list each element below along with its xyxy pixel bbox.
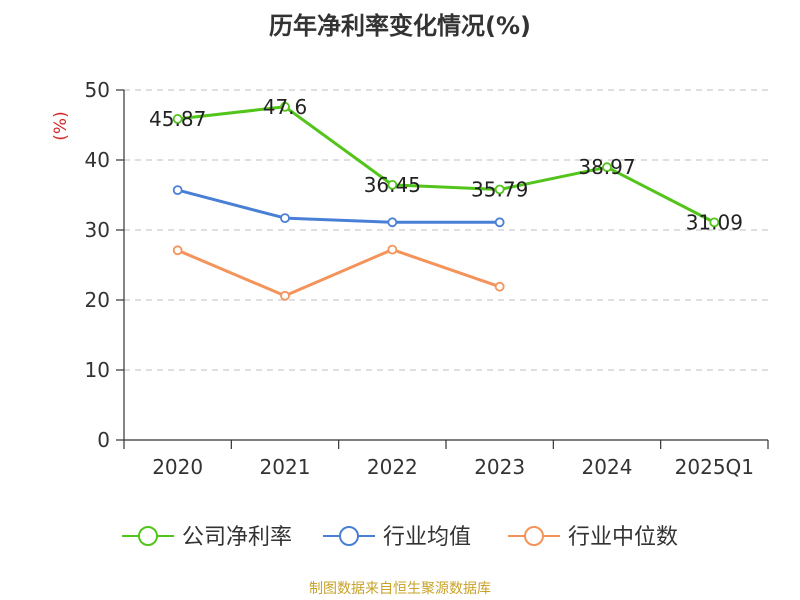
x-tick-label: 2021 <box>260 455 311 479</box>
legend-label: 公司净利率 <box>182 525 292 550</box>
y-tick-labels: 0 10 20 30 40 50 <box>85 78 110 452</box>
series-line <box>177 248 501 298</box>
legend: 公司净利率 行业均值 行业中位数 <box>122 525 678 550</box>
y-tick-label: 20 <box>85 288 110 312</box>
data-point <box>172 245 183 256</box>
data-label: 35.79 <box>471 177 528 201</box>
series-line <box>177 105 716 224</box>
data-label: 47.6 <box>263 95 308 119</box>
data-label: 38.97 <box>578 155 635 179</box>
data-point <box>602 162 612 173</box>
data-point <box>280 101 290 112</box>
x-tick-label: 2022 <box>367 455 418 479</box>
data-label: 31.09 <box>686 210 743 234</box>
legend-item[interactable]: 行业均值 <box>323 525 471 550</box>
y-tick-label: 30 <box>85 218 110 242</box>
y-tick-label: 40 <box>85 148 110 172</box>
data-point <box>172 185 183 196</box>
y-tick-label: 10 <box>85 358 110 382</box>
x-tick-labels: 2020 2021 2022 2023 2024 2025Q1 <box>152 455 754 479</box>
source-note: 制图数据来自恒生聚源数据库 <box>309 581 491 597</box>
axes <box>116 89 769 449</box>
data-point <box>387 179 398 190</box>
data-point <box>387 244 398 255</box>
data-label: 45.87 <box>149 107 206 131</box>
data-labels: 45.87 47.6 36.45 35.79 38.97 31.09 <box>149 95 743 235</box>
y-tick-label: 0 <box>97 428 110 452</box>
y-axis-label: (%) <box>51 111 71 140</box>
chart-title: 历年净利率变化情况(%) <box>269 12 531 40</box>
data-point <box>494 184 505 195</box>
y-tick-label: 50 <box>85 78 110 102</box>
x-tick-label: 2023 <box>474 455 525 479</box>
data-point <box>494 281 505 292</box>
grid-lines <box>124 89 768 371</box>
x-tick-label: 2024 <box>582 455 633 479</box>
data-label: 36.45 <box>364 173 421 197</box>
legend-item[interactable]: 公司净利率 <box>122 525 292 550</box>
legend-label: 行业均值 <box>383 525 471 550</box>
data-point <box>709 217 720 228</box>
legend-marker <box>138 526 158 546</box>
x-tick-label: 2025Q1 <box>675 455 754 479</box>
data-point <box>280 290 290 301</box>
data-point <box>280 213 290 224</box>
series-line <box>177 188 500 224</box>
x-tick-label: 2020 <box>152 455 203 479</box>
legend-marker <box>524 526 544 546</box>
legend-label: 行业中位数 <box>568 525 678 550</box>
data-point <box>494 217 505 228</box>
series-lines <box>172 101 720 301</box>
legend-item[interactable]: 行业中位数 <box>508 525 678 550</box>
data-point <box>172 114 183 124</box>
data-point <box>387 217 398 228</box>
legend-marker <box>339 526 359 546</box>
